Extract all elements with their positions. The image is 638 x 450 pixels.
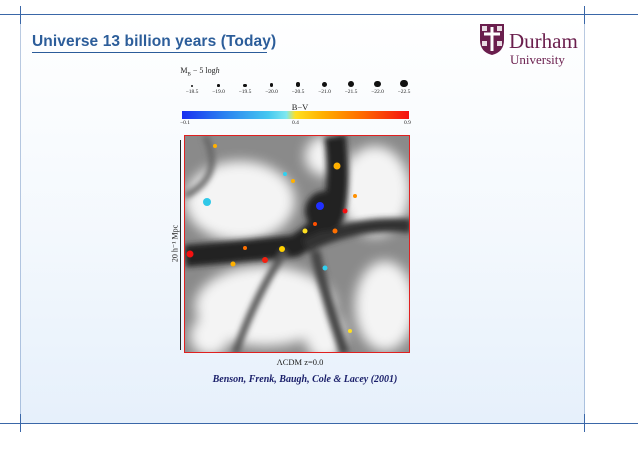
magnitude-legend-item: −20.5 — [286, 80, 310, 95]
corner-tick-bl — [20, 414, 21, 432]
color-legend-title: B−V — [291, 102, 309, 112]
frame-bottom-line — [0, 423, 638, 424]
magnitude-label: −19.0 — [212, 88, 225, 95]
magnitude-label: −18.5 — [185, 88, 199, 95]
y-axis-line — [180, 140, 181, 350]
logo-durham-text: Durham — [509, 29, 578, 53]
simulation-image — [184, 135, 410, 353]
color-tick-low: −0.1 — [180, 120, 190, 126]
magnitude-dot — [348, 81, 354, 87]
color-tick-high: 0.9 — [404, 120, 411, 126]
frame-right-line — [584, 15, 585, 423]
magnitude-label: −21.0 — [318, 88, 331, 95]
frame-top-line — [0, 14, 638, 15]
magnitude-dot — [191, 85, 193, 87]
magnitude-dot — [295, 82, 301, 87]
magnitude-legend-item: −20.0 — [260, 80, 284, 95]
cosmic-web-render — [185, 136, 409, 352]
y-axis-label: 20 h⁻¹ Mpc — [170, 224, 180, 263]
magnitude-dot — [217, 84, 220, 87]
model-label: ΛCDM z=0.0 — [276, 357, 324, 367]
durham-crest-icon — [480, 24, 504, 55]
slide-title: Universe 13 billion years (Today) — [32, 33, 277, 50]
magnitude-legend-item: −22.0 — [366, 80, 390, 95]
corner-tick-tr — [584, 6, 585, 24]
magnitude-legend-title: MB − 5 logh — [180, 66, 220, 78]
magnitude-label: −22.0 — [371, 89, 384, 95]
citation: Benson, Frenk, Baugh, Cole & Lacey (2001… — [212, 374, 398, 385]
magnitude-label: −21.5 — [344, 88, 358, 95]
magnitude-legend-item: −19.5 — [233, 80, 257, 95]
university-logo: Durham University — [478, 22, 588, 70]
frame-left-line — [20, 15, 21, 423]
magnitude-dot — [400, 79, 408, 87]
magnitude-label: −20.5 — [291, 88, 305, 95]
magnitude-dot — [243, 83, 247, 87]
magnitude-label: −22.5 — [397, 89, 411, 95]
magnitude-dot — [321, 81, 328, 87]
magnitude-legend: −18.5 −19.0 −19.5 −20.0 −20.5 −21.0 −21.5 −22.0… — [180, 79, 420, 100]
magnitude-label: −20.0 — [265, 88, 278, 95]
magnitude-label: −19.5 — [238, 89, 252, 95]
color-tick-mid: 0.4 — [292, 120, 299, 126]
logo-university-text: University — [510, 52, 565, 67]
magnitude-legend-item: −22.5 — [392, 79, 416, 95]
magnitude-legend-item: −19.0 — [207, 80, 231, 95]
magnitude-legend-item: −18.5 — [180, 80, 204, 95]
title-underline — [32, 52, 267, 54]
corner-tick-tl — [20, 6, 21, 24]
corner-tick-br — [584, 414, 585, 432]
color-bar — [182, 111, 409, 119]
magnitude-legend-item: −21.5 — [339, 80, 363, 95]
magnitude-legend-item: −21.0 — [313, 80, 337, 95]
magnitude-dot — [269, 83, 274, 87]
magnitude-dot — [374, 80, 381, 87]
